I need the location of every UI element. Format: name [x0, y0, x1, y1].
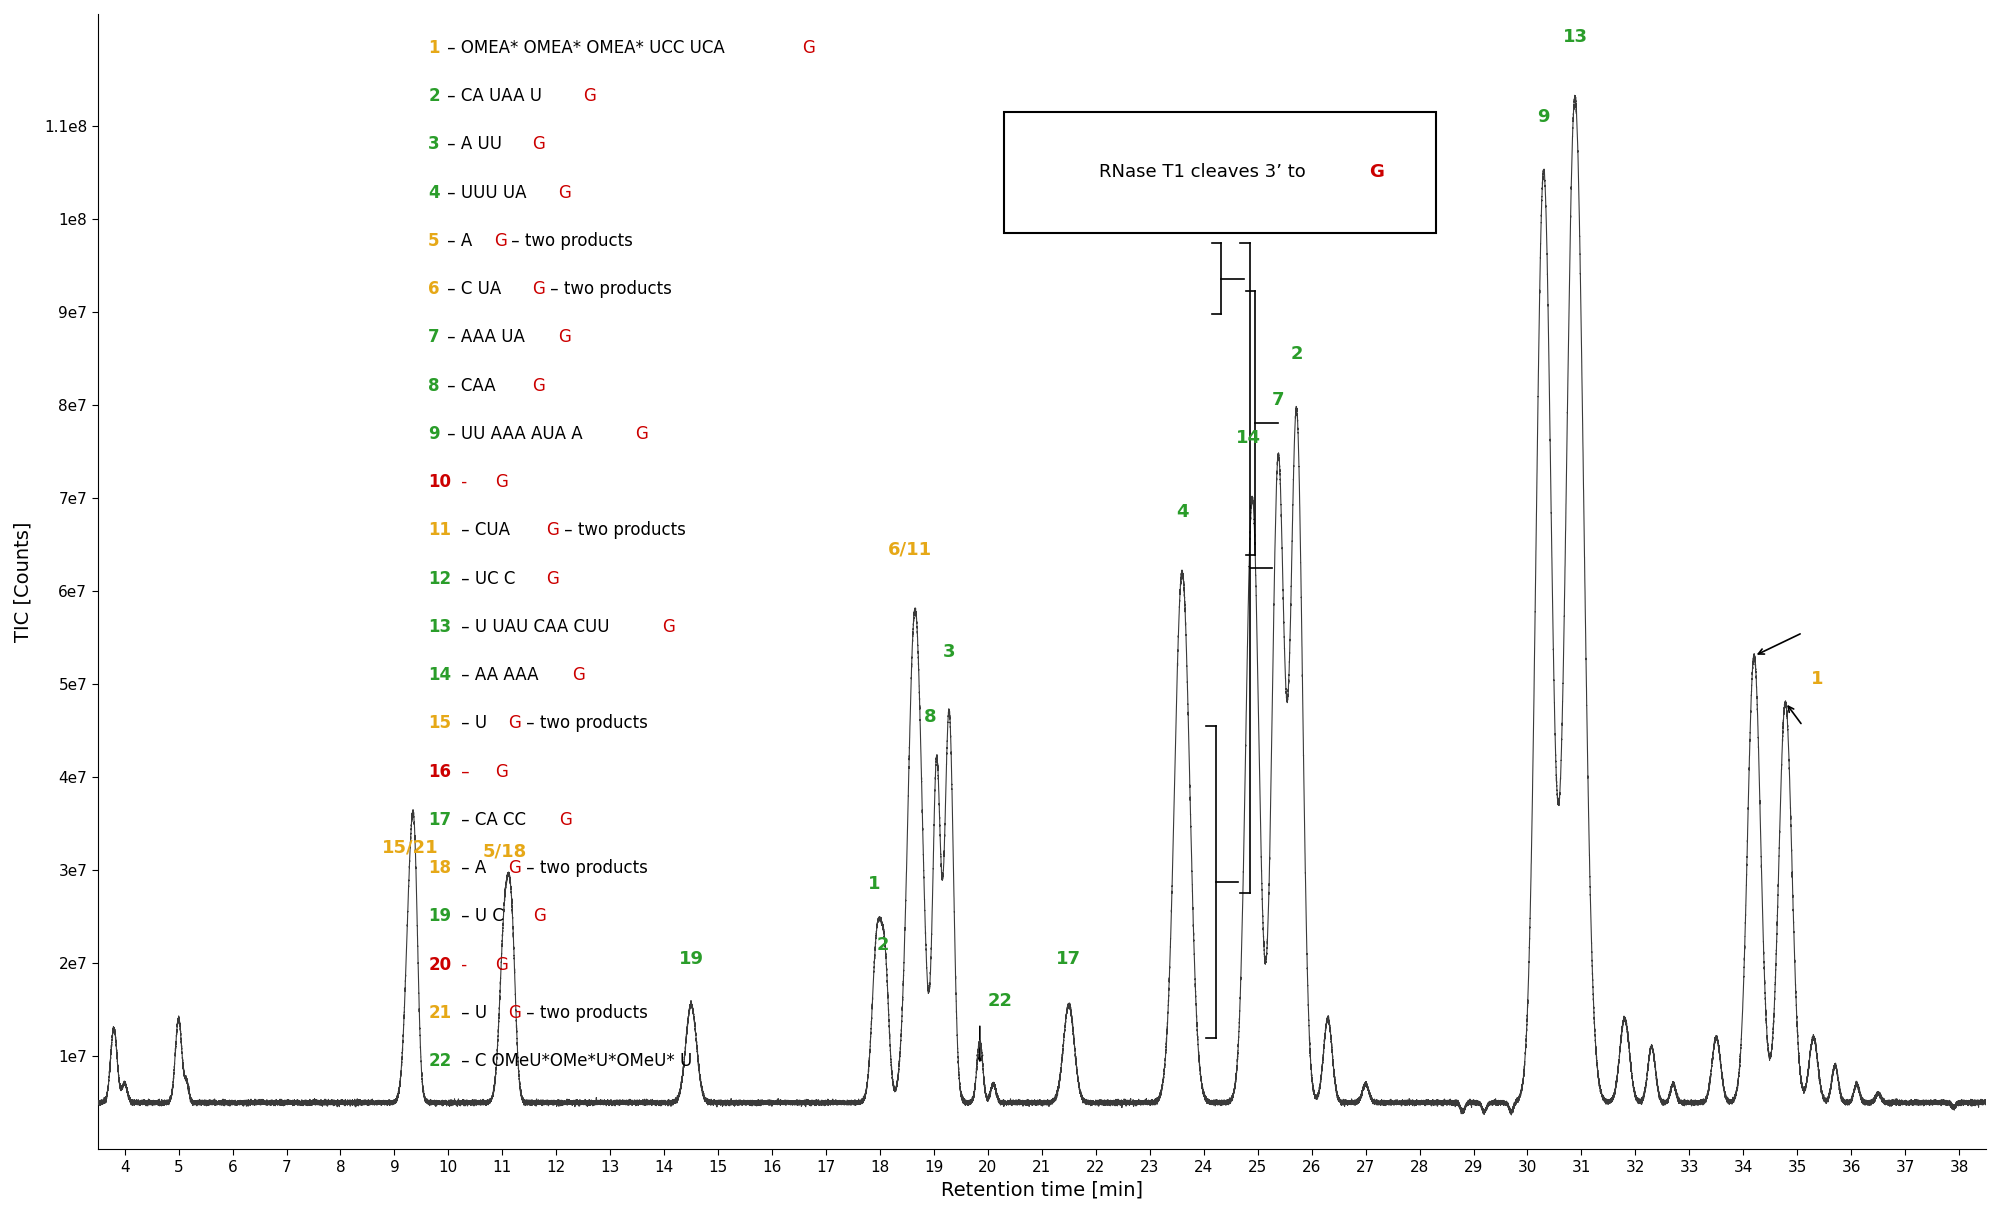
Text: 2: 2: [876, 935, 888, 953]
Text: – two products: – two products: [506, 232, 634, 250]
Text: 13: 13: [1562, 28, 1588, 46]
Text: 18: 18: [428, 859, 452, 877]
Text: 5: 5: [428, 232, 440, 250]
Text: – A: – A: [456, 859, 486, 877]
Text: G: G: [560, 810, 572, 828]
Text: 4: 4: [1176, 503, 1188, 522]
Text: 21: 21: [428, 1004, 452, 1021]
Text: – A: – A: [442, 232, 472, 250]
Text: 13: 13: [428, 617, 452, 636]
Text: G: G: [802, 39, 814, 57]
Text: – CUA: – CUA: [456, 522, 516, 540]
Text: -: -: [456, 956, 472, 974]
Text: 12: 12: [428, 570, 452, 587]
Text: 15/21: 15/21: [382, 838, 438, 856]
Text: – U: – U: [456, 1004, 488, 1021]
Text: G: G: [532, 280, 546, 298]
Text: G: G: [546, 570, 560, 587]
Text: 5/18: 5/18: [482, 843, 528, 861]
Text: 4: 4: [428, 183, 440, 201]
Text: 3: 3: [942, 643, 956, 661]
Text: 6/11: 6/11: [888, 540, 932, 558]
Text: G: G: [508, 1004, 520, 1021]
Y-axis label: TIC [Counts]: TIC [Counts]: [14, 522, 32, 642]
Text: – AAA UA: – AAA UA: [442, 329, 526, 347]
Text: – UC C: – UC C: [456, 570, 516, 587]
Text: G: G: [546, 522, 560, 540]
Text: 11: 11: [428, 522, 452, 540]
Text: – U C: – U C: [456, 907, 504, 926]
Text: – U UAU CAA CUU: – U UAU CAA CUU: [456, 617, 610, 636]
Text: G: G: [584, 87, 596, 106]
Text: G: G: [534, 907, 546, 926]
Text: – U: – U: [456, 714, 488, 733]
Text: – two products: – two products: [520, 1004, 648, 1021]
Text: G: G: [508, 859, 520, 877]
Text: – CAA: – CAA: [442, 376, 502, 394]
Text: 1: 1: [868, 876, 880, 893]
Text: – AA AAA: – AA AAA: [456, 666, 538, 684]
Text: G: G: [494, 473, 508, 491]
Text: – CA CC: – CA CC: [456, 810, 526, 828]
Text: 8: 8: [924, 707, 936, 725]
Text: – two products: – two products: [546, 280, 672, 298]
Text: 6: 6: [428, 280, 440, 298]
Text: – UUU UA: – UUU UA: [442, 183, 526, 201]
Text: G: G: [1368, 163, 1384, 181]
Text: G: G: [494, 763, 508, 781]
Text: 1: 1: [1810, 671, 1824, 688]
Text: -: -: [456, 473, 472, 491]
X-axis label: Retention time [min]: Retention time [min]: [940, 1180, 1142, 1200]
Text: G: G: [662, 617, 674, 636]
Text: 2: 2: [1290, 344, 1302, 363]
Text: 7: 7: [1272, 392, 1284, 409]
Text: 22: 22: [988, 991, 1012, 1009]
Text: – OMEA* OMEA* OMEA* UCC UCA: – OMEA* OMEA* OMEA* UCC UCA: [442, 39, 726, 57]
Text: – two products: – two products: [520, 714, 648, 733]
Text: 9: 9: [428, 425, 440, 443]
Text: 9: 9: [1538, 108, 1550, 126]
Text: – two products: – two products: [560, 522, 686, 540]
Text: G: G: [572, 666, 584, 684]
Text: 1: 1: [428, 39, 440, 57]
Text: G: G: [494, 232, 506, 250]
Text: 19: 19: [678, 950, 704, 968]
Text: – CA UAA U: – CA UAA U: [442, 87, 542, 106]
Text: – two products: – two products: [520, 859, 648, 877]
Text: G: G: [532, 376, 546, 394]
Text: 10: 10: [428, 473, 452, 491]
Text: 2: 2: [428, 87, 440, 106]
Text: 16: 16: [428, 763, 452, 781]
Text: 19: 19: [428, 907, 452, 926]
Text: 8: 8: [428, 376, 440, 394]
Text: 17: 17: [428, 810, 452, 828]
Text: 14: 14: [428, 666, 452, 684]
Text: – UU AAA AUA A: – UU AAA AUA A: [442, 425, 582, 443]
Text: G: G: [532, 136, 546, 153]
FancyBboxPatch shape: [1004, 112, 1436, 233]
Text: G: G: [494, 956, 508, 974]
Text: – C OMeU*OMe*U*OMeU* U: – C OMeU*OMe*U*OMeU* U: [456, 1052, 692, 1070]
Text: 15: 15: [428, 714, 452, 733]
Text: – C UA: – C UA: [442, 280, 502, 298]
Text: G: G: [508, 714, 520, 733]
Text: 22: 22: [428, 1052, 452, 1070]
Text: G: G: [558, 329, 570, 347]
Text: G: G: [558, 183, 570, 201]
Text: 17: 17: [1056, 950, 1082, 968]
Text: RNase T1 cleaves 3’ to: RNase T1 cleaves 3’ to: [1100, 163, 1306, 181]
Text: G: G: [634, 425, 648, 443]
Text: 20: 20: [428, 956, 452, 974]
Text: – A UU: – A UU: [442, 136, 502, 153]
Text: 7: 7: [428, 329, 440, 347]
Text: –: –: [456, 763, 476, 781]
Text: 3: 3: [428, 136, 440, 153]
Text: 14: 14: [1236, 428, 1260, 446]
